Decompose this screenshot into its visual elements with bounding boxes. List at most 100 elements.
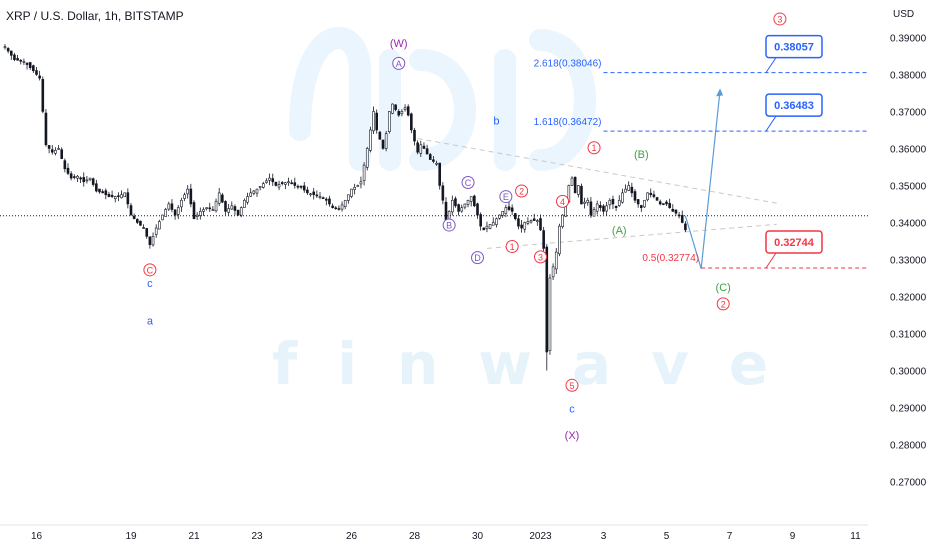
price-callout-box <box>765 34 823 59</box>
watermark-text: finwave <box>272 330 809 398</box>
candle-body <box>214 200 218 212</box>
candle-body <box>400 111 404 115</box>
x-tick-label: 23 <box>251 531 263 542</box>
candle-body <box>343 199 347 208</box>
x-tick-label: 3 <box>601 531 607 542</box>
candle-body <box>221 194 224 203</box>
x-tick-label: 11 <box>850 531 861 542</box>
y-tick-label: 0.32000 <box>890 292 927 303</box>
candle-body <box>523 222 527 230</box>
candle-body <box>180 199 183 208</box>
candle-body <box>387 111 391 132</box>
candle-body <box>309 193 312 196</box>
candle-body <box>586 199 590 203</box>
candle-body <box>176 207 180 215</box>
candle-body <box>419 144 423 154</box>
candle-body <box>608 199 612 206</box>
candle-body <box>246 196 249 203</box>
candle-body <box>321 197 325 199</box>
candle-body <box>66 167 70 174</box>
candle-body <box>331 205 334 208</box>
candle-body <box>545 246 549 353</box>
candle-body <box>73 176 76 178</box>
price-callout-box <box>765 230 823 254</box>
y-tick-label: 0.27000 <box>890 477 927 488</box>
wave-label: E <box>503 192 509 202</box>
candle-body <box>268 177 271 181</box>
candle-body <box>513 213 517 220</box>
candle-body <box>403 107 407 111</box>
candle-body <box>406 106 410 116</box>
candle-body <box>233 206 237 211</box>
candle-body <box>485 225 489 230</box>
candle-body <box>356 185 360 187</box>
candle-body <box>41 79 45 112</box>
candle-body <box>630 186 634 194</box>
wave-label: (C) <box>716 282 731 294</box>
x-tick-label: 16 <box>31 531 43 542</box>
candle-body <box>54 150 57 154</box>
wave-label: (W) <box>390 38 408 50</box>
candle-body <box>668 202 671 208</box>
x-tick-label: 26 <box>346 531 358 542</box>
wave-label-circle <box>392 56 406 70</box>
candle-body <box>299 185 303 188</box>
candle-body <box>617 199 621 206</box>
candle-body <box>633 191 637 201</box>
candle-body <box>422 145 426 149</box>
callout-leader <box>765 57 777 73</box>
fib-level-label: 2.618(0.38046) <box>534 59 602 70</box>
candle-body <box>589 201 593 216</box>
candle-body <box>573 176 577 194</box>
candle-body <box>120 194 123 199</box>
candle-body <box>32 65 35 72</box>
candle-body <box>548 277 552 351</box>
watermark-logo <box>289 26 596 171</box>
candle-body <box>189 188 193 205</box>
candles-group <box>3 44 687 371</box>
candle-body <box>473 195 476 207</box>
candle-body <box>517 218 520 227</box>
candle-body <box>104 190 108 196</box>
candle-body <box>488 224 492 229</box>
candle-body <box>599 205 602 208</box>
candle-body <box>85 179 89 182</box>
candle-body <box>504 207 508 214</box>
candle-body <box>50 149 54 153</box>
candle-body <box>353 187 356 190</box>
candle-body <box>88 177 92 180</box>
x-tick-label: 19 <box>125 531 137 542</box>
candle-body <box>365 148 369 168</box>
candle-body <box>10 50 13 56</box>
candle-body <box>432 159 435 162</box>
candle-body <box>454 198 457 207</box>
candle-body <box>98 188 101 193</box>
y-tick-label: 0.29000 <box>890 403 927 414</box>
candle-body <box>208 207 212 210</box>
wave-label-circle <box>556 194 570 208</box>
x-tick-label: 30 <box>472 531 484 542</box>
y-tick-label: 0.37000 <box>890 107 927 118</box>
wave-label: (B) <box>634 149 649 161</box>
candle-body <box>199 211 202 216</box>
candle-body <box>44 112 48 146</box>
candle-body <box>359 181 363 185</box>
y-tick-label: 0.33000 <box>890 255 927 266</box>
candle-body <box>350 188 353 197</box>
wave-label: c <box>569 404 575 416</box>
candle-body <box>658 201 662 205</box>
candle-body <box>466 199 470 205</box>
wave-label-circle <box>565 378 579 392</box>
candle-body <box>495 218 498 225</box>
candle-body <box>101 191 104 194</box>
candle-body <box>306 189 309 194</box>
candle-body <box>529 220 533 223</box>
candle-body <box>362 164 366 181</box>
candle-body <box>19 59 23 62</box>
candle-body <box>438 162 442 186</box>
candle-body <box>413 129 416 142</box>
candle-body <box>315 194 319 197</box>
projection-arrowhead <box>716 88 724 97</box>
